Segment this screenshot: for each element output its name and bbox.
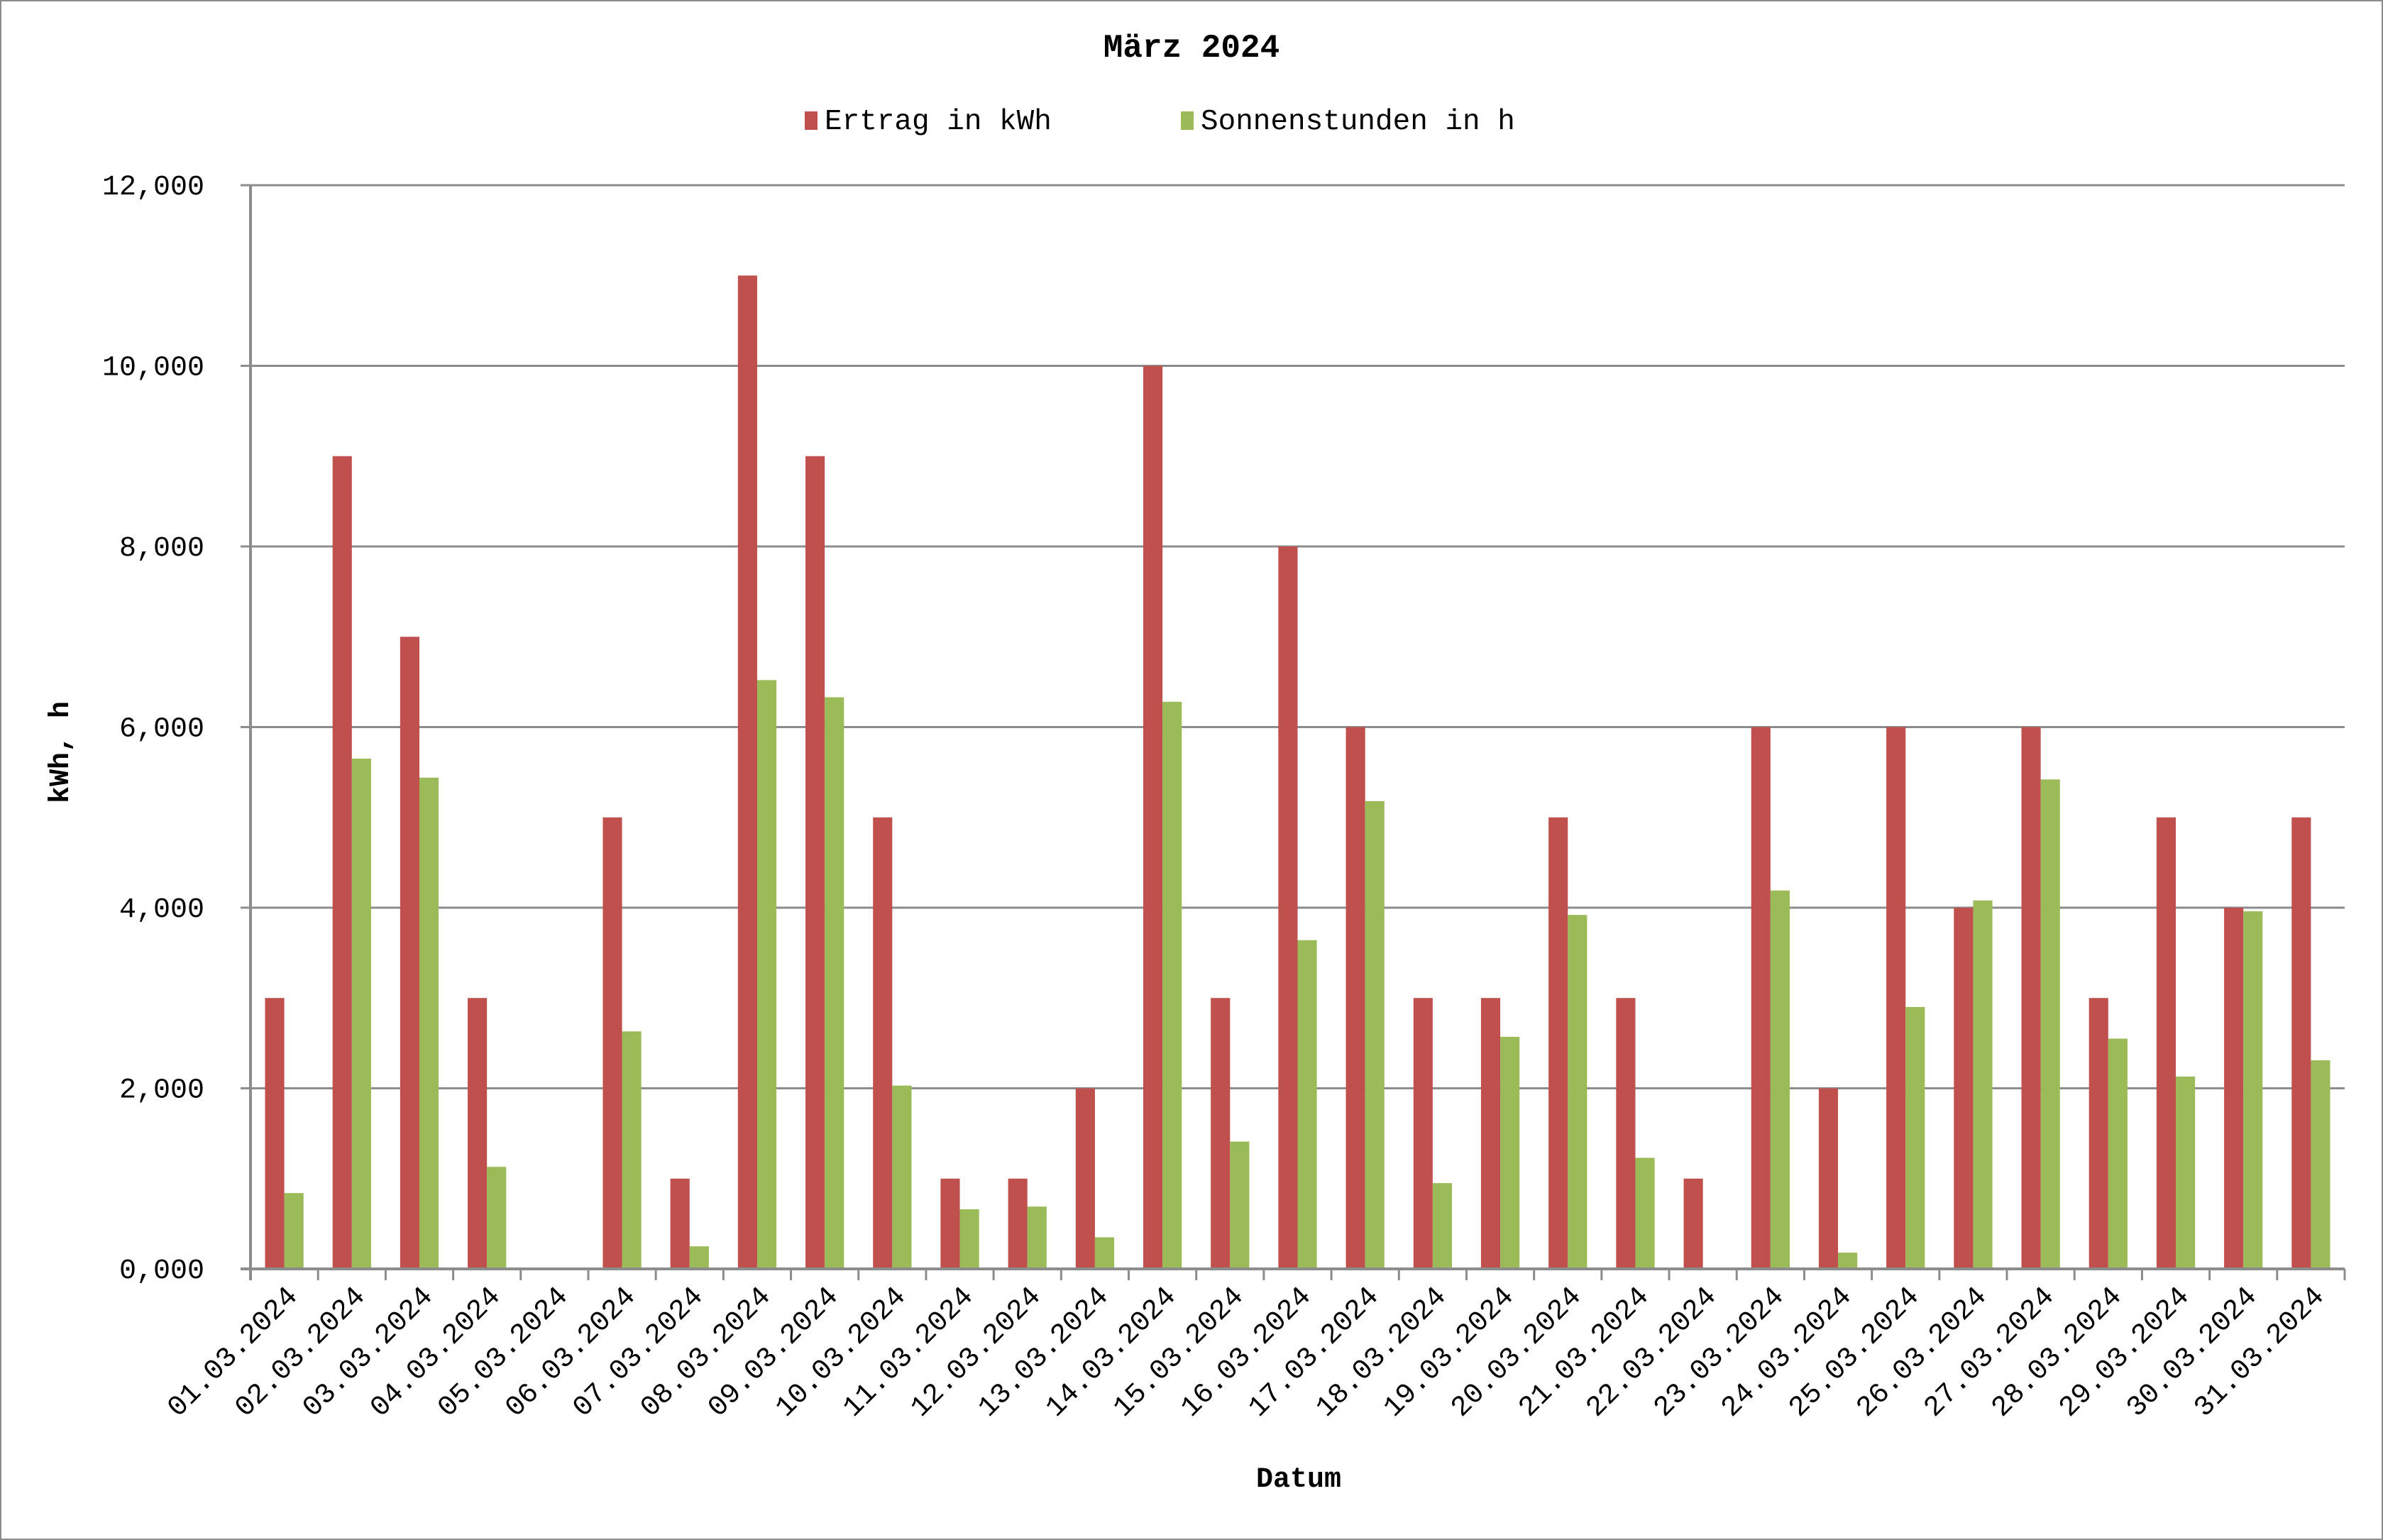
y-tick-label: 8,000 [119,533,204,565]
bar-ertrag [468,998,488,1269]
bar-sonnenstunden [1230,1141,1250,1269]
bar-ertrag [1616,998,1636,1269]
bar-sonnenstunden [825,697,844,1269]
bar-ertrag [1413,998,1433,1269]
y-tick-label: 10,000 [102,353,204,385]
bar-sonnenstunden [892,1085,912,1269]
bar-ertrag [2021,727,2041,1269]
bar-sonnenstunden [2176,1076,2196,1269]
y-axis-title: kWh, h [45,701,77,803]
bar-sonnenstunden [2108,1038,2128,1269]
bar-ertrag [1548,817,1568,1269]
bar-sonnenstunden [284,1193,304,1269]
bar-ertrag [602,817,622,1269]
bar-sonnenstunden [622,1031,642,1269]
legend-swatch-ertrag [805,111,818,130]
axes [241,185,2346,1280]
bar-sonnenstunden [1365,801,1385,1269]
bar-sonnenstunden [1905,1006,1925,1269]
bar-sonnenstunden [1297,940,1317,1269]
bar-ertrag [1345,727,1365,1269]
bar-ertrag [805,456,825,1269]
bar-sonnenstunden [756,680,777,1269]
bar-sonnenstunden [1094,1237,1115,1269]
bar-ertrag [2156,817,2176,1269]
bar-ertrag [2224,908,2244,1269]
bar-ertrag [1818,1088,1839,1269]
y-tick-label: 2,000 [119,1075,204,1107]
y-axis-ticks: 0,000 2,000 4,000 6,000 8,000 10,000 12,000 [102,172,204,1287]
bar-sonnenstunden [689,1246,709,1269]
legend-label-ertrag: Ertrag in kWh [825,106,1052,138]
bar-ertrag [1480,998,1501,1269]
bar-sonnenstunden [1973,900,1993,1269]
bar-sonnenstunden [487,1167,507,1269]
bar-ertrag [1683,1178,1703,1269]
bar-ertrag [1008,1178,1028,1269]
bar-ertrag [1211,998,1231,1269]
bar-ertrag [332,456,352,1269]
bar-sonnenstunden [2243,911,2263,1269]
bar-ertrag [737,275,757,1269]
y-tick-label: 6,000 [119,714,204,746]
bar-sonnenstunden [1838,1253,1858,1269]
bar-ertrag [400,637,419,1269]
bar-ertrag [940,1178,960,1269]
bar-sonnenstunden [1635,1157,1655,1269]
bar-sonnenstunden [1568,915,1587,1269]
bar-sonnenstunden [1162,701,1182,1269]
bar-ertrag [2088,998,2108,1269]
bar-ertrag [1886,727,1906,1269]
bar-sonnenstunden [1432,1183,1453,1269]
bar-ertrag [2291,817,2311,1269]
x-axis-ticks: 01.03.202402.03.202403.03.202404.03.2024… [162,1281,2331,1424]
bar-ertrag [1278,546,1298,1269]
bar-ertrag [1075,1088,1095,1269]
legend-label-sonnenstunden: Sonnenstunden in h [1201,106,1515,138]
bar-sonnenstunden [2311,1060,2330,1269]
legend-swatch-sonnenstunden [1181,111,1194,130]
bar-ertrag [1954,908,1974,1269]
bar-sonnenstunden [2040,779,2060,1269]
bar-ertrag [1751,727,1771,1269]
bar-sonnenstunden [1770,890,1790,1269]
x-axis-title: Datum [1256,1464,1341,1496]
bar-sonnenstunden [419,777,439,1269]
chart-title: März 2024 [1104,30,1279,67]
y-tick-label: 0,000 [119,1255,204,1287]
bar-ertrag [873,817,893,1269]
bar-ertrag [1143,365,1163,1269]
bars [265,275,2330,1269]
bar-ertrag [265,998,285,1269]
bar-sonnenstunden [351,759,371,1269]
bar-sonnenstunden [1027,1206,1047,1269]
bar-sonnenstunden [1500,1036,1520,1269]
legend: Ertrag in kWh Sonnenstunden in h [805,106,1515,138]
y-tick-label: 12,000 [102,172,204,204]
bar-sonnenstunden [959,1209,979,1269]
y-tick-label: 4,000 [119,894,204,926]
bar-ertrag [670,1178,690,1269]
